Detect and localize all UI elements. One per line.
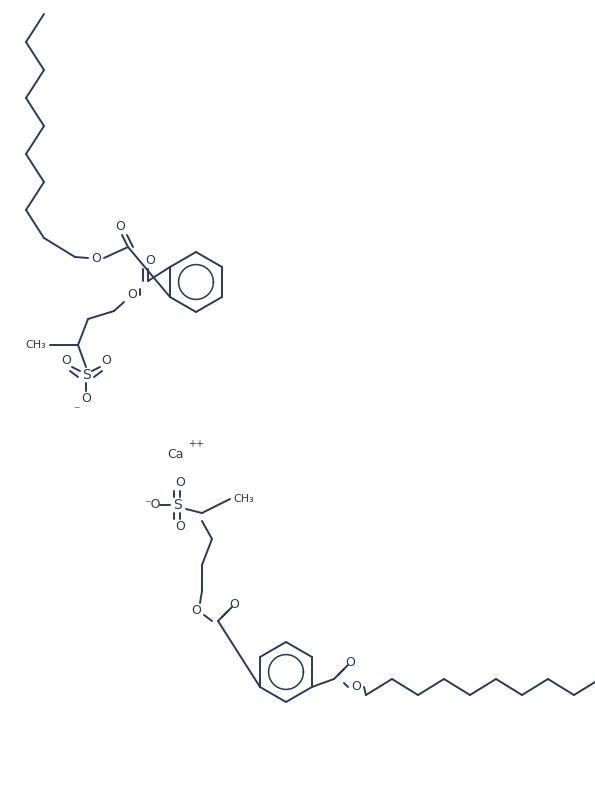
Text: O: O <box>175 521 185 534</box>
Text: O: O <box>127 289 137 301</box>
Text: O: O <box>81 393 91 405</box>
Text: O: O <box>145 255 155 268</box>
Text: CH₃: CH₃ <box>26 340 46 350</box>
Text: CH₃: CH₃ <box>234 494 255 504</box>
Text: O: O <box>229 599 239 612</box>
Text: O: O <box>345 657 355 670</box>
Text: O: O <box>175 476 185 489</box>
Text: Ca: Ca <box>167 448 183 462</box>
Text: O: O <box>91 251 101 264</box>
Text: O: O <box>101 355 111 368</box>
Text: ++: ++ <box>188 439 204 449</box>
Text: O: O <box>61 355 71 368</box>
Text: ⁻: ⁻ <box>73 405 79 418</box>
Text: S: S <box>174 498 183 512</box>
Text: O: O <box>191 604 201 617</box>
Text: O: O <box>115 221 125 234</box>
Text: S: S <box>82 368 90 382</box>
Text: O: O <box>351 680 361 693</box>
Text: ⁻O: ⁻O <box>144 498 160 512</box>
